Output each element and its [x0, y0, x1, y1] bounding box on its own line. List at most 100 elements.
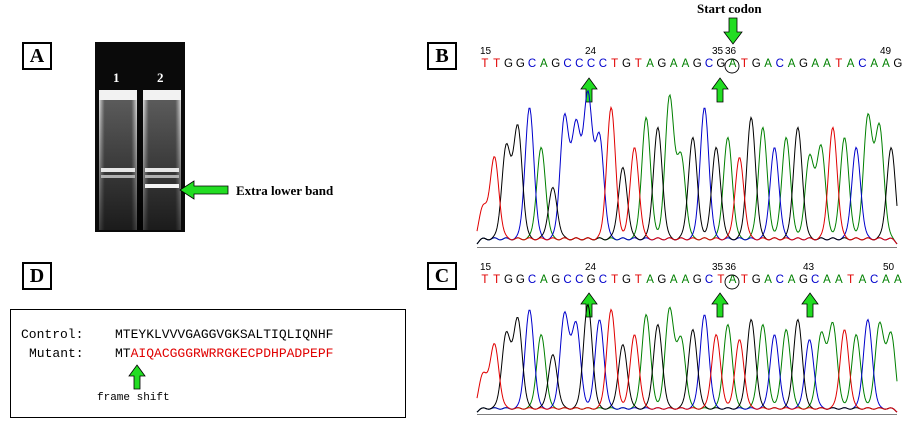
trace-line-g	[476, 303, 898, 413]
base-letter: C	[870, 274, 879, 286]
base-letter: C	[586, 58, 596, 70]
tick-c-36: 36	[725, 262, 737, 273]
control-sequence: MTEYKLVVVGAGGVGKSALTIQLIQNHF	[115, 327, 334, 342]
base-letter: T	[634, 274, 642, 286]
lane-2-label: 2	[157, 70, 164, 85]
mutant-sequence: MTAIQACGGGRWRRGKECPDHPADPEPF	[115, 346, 333, 361]
base-letter: C	[527, 58, 537, 70]
base-letter: C	[527, 274, 537, 286]
chromatogram-b-trace	[476, 89, 898, 248]
base-letter: A	[882, 274, 890, 286]
base-letter: T	[481, 58, 489, 70]
base-letter: C	[775, 58, 784, 70]
base-letter: A	[764, 274, 772, 286]
gel-image: 1 2	[95, 42, 185, 232]
base-letter: T	[717, 274, 725, 286]
tick-b-24: 24	[585, 46, 597, 57]
base-letter: C	[811, 274, 820, 286]
base-letter: A	[834, 274, 843, 286]
base-letter: T	[740, 58, 748, 70]
base-letter: G	[751, 274, 761, 286]
base-letter: G	[692, 274, 702, 286]
base-letter: G	[716, 58, 726, 70]
tick-c-50: 50	[883, 262, 895, 273]
arrow-frame-shift-icon	[128, 364, 146, 390]
trace-line-t	[476, 308, 898, 413]
tick-b-36: 36	[725, 46, 737, 57]
circled-base-c-icon	[724, 274, 740, 290]
base-letter: C	[563, 274, 572, 286]
tick-c-24: 24	[585, 262, 597, 273]
panel-label-d: D	[22, 262, 52, 290]
base-letter: C	[575, 58, 584, 70]
base-letter: A	[858, 274, 867, 286]
base-letter: A	[681, 274, 690, 286]
base-letter: A	[669, 58, 678, 70]
base-letter: G	[621, 58, 631, 70]
base-letter: A	[893, 274, 902, 286]
base-letter: A	[540, 274, 548, 286]
base-letter: A	[870, 58, 879, 70]
base-letter: G	[515, 58, 525, 70]
base-letter: A	[728, 58, 737, 70]
base-letter: T	[493, 274, 501, 286]
circled-base-b-icon	[724, 58, 740, 74]
chromatogram-c-trace	[476, 303, 898, 415]
arrow-b-24-icon	[580, 77, 598, 103]
arrow-c-35-icon	[711, 292, 729, 318]
mutant-prefix: MT	[115, 346, 131, 361]
trace-line-a	[476, 306, 898, 413]
tick-c-43: 43	[803, 262, 815, 273]
arrow-start-codon-icon	[723, 17, 743, 45]
arrow-c-43-icon	[801, 292, 819, 318]
tick-b-49: 49	[880, 46, 892, 57]
trace-line-a	[476, 93, 898, 245]
base-letter: C	[858, 58, 867, 70]
tick-c-35: 35	[712, 262, 724, 273]
panel-label-b: B	[427, 42, 457, 70]
base-letter: G	[692, 58, 702, 70]
base-letter: G	[551, 58, 561, 70]
start-codon-caption: Start codon	[697, 1, 762, 16]
base-letter: T	[835, 58, 843, 70]
base-letter: T	[740, 274, 748, 286]
base-letter: A	[882, 58, 890, 70]
arrow-extra-band-icon	[179, 180, 229, 200]
base-letter: C	[704, 274, 714, 286]
trace-line-t	[476, 105, 898, 245]
tick-b-35: 35	[712, 46, 724, 57]
base-letter: T	[611, 58, 619, 70]
base-letter: A	[669, 274, 678, 286]
panel-label-a: A	[22, 42, 52, 70]
base-letter: A	[811, 58, 820, 70]
base-letter: T	[634, 58, 642, 70]
mutant-label: Mutant:	[29, 346, 84, 361]
arrow-b-35-icon	[711, 77, 729, 103]
base-letter: G	[657, 58, 667, 70]
base-letter: G	[657, 274, 667, 286]
base-letter: T	[493, 58, 501, 70]
arrow-c-24-icon	[580, 292, 598, 318]
base-letter: G	[515, 274, 525, 286]
base-letter: A	[846, 58, 855, 70]
base-letter: G	[893, 58, 903, 70]
base-letter: T	[847, 274, 855, 286]
base-letter: A	[787, 58, 796, 70]
base-letter: G	[504, 58, 513, 70]
lane-1-label: 1	[113, 70, 120, 85]
base-letter: G	[621, 274, 631, 286]
tick-b-15: 15	[480, 46, 492, 57]
base-letter: C	[598, 274, 608, 286]
base-letter: G	[504, 274, 513, 286]
base-letter: G	[551, 274, 561, 286]
base-letter: C	[598, 58, 608, 70]
base-letter: C	[563, 58, 572, 70]
base-letter: G	[798, 274, 808, 286]
base-letter: A	[764, 58, 772, 70]
base-letter: C	[704, 58, 714, 70]
panel-label-c: C	[427, 262, 457, 290]
base-letter: T	[611, 274, 619, 286]
extra-band-caption: Extra lower band	[236, 183, 334, 198]
base-letter: G	[751, 58, 761, 70]
